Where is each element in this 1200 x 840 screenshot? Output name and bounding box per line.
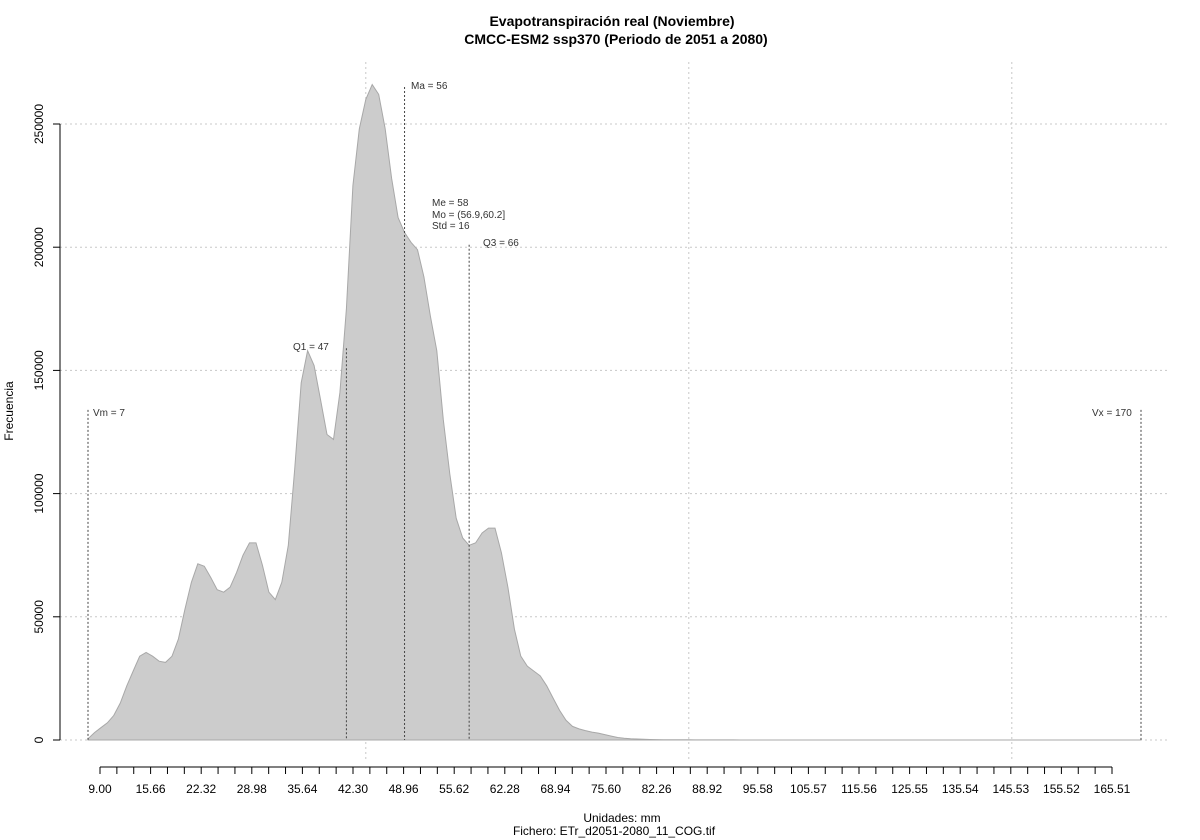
x-axis-label: Unidades: mm xyxy=(583,811,660,825)
y-tick-label: 50000 xyxy=(32,600,46,634)
x-tick-label: 68.94 xyxy=(540,782,570,796)
y-axis-label: Frecuencia xyxy=(2,381,16,441)
x-tick-label: 155.52 xyxy=(1043,782,1080,796)
x-tick-label: 42.30 xyxy=(338,782,368,796)
x-tick-label: 75.60 xyxy=(591,782,621,796)
chart-title: Evapotranspiración real (Noviembre) xyxy=(489,13,734,29)
x-tick-label: 55.62 xyxy=(439,782,469,796)
stat-markers xyxy=(87,87,1142,740)
x-tick-label: 145.53 xyxy=(992,782,1029,796)
x-tick-label: 165.51 xyxy=(1094,782,1131,796)
x-tick-label: 28.98 xyxy=(237,782,267,796)
x-tick-label: 9.00 xyxy=(88,782,112,796)
std-label: Std = 16 xyxy=(432,221,470,232)
x-tick-label: 125.55 xyxy=(891,782,928,796)
x-tick-label: 105.57 xyxy=(790,782,827,796)
y-tick-label: 0 xyxy=(32,736,46,743)
chart-subtitle: CMCC-ESM2 ssp370 (Periodo de 2051 a 2080… xyxy=(464,31,767,47)
ma-label: Ma = 56 xyxy=(411,81,448,92)
x-tick-label: 62.28 xyxy=(490,782,520,796)
x-tick-label: 135.54 xyxy=(942,782,979,796)
axes: 0 50000 100000 150000 200000 250000 9.00 15.66 2… xyxy=(32,104,1131,796)
me-label: Me = 58 xyxy=(432,198,469,209)
vm-label: Vm = 7 xyxy=(93,408,125,419)
y-tick-label: 250000 xyxy=(32,104,46,144)
x-tick-label: 15.66 xyxy=(136,782,166,796)
y-tick-label: 200000 xyxy=(32,227,46,267)
x-tick-label: 48.96 xyxy=(389,782,419,796)
q1-label: Q1 = 47 xyxy=(293,342,329,353)
x-tick-label: 88.92 xyxy=(692,782,722,796)
file-label: Fichero: ETr_d2051-2080_11_COG.tif xyxy=(513,824,716,838)
vx-label: Vx = 170 xyxy=(1092,408,1132,419)
x-tick-label: 35.64 xyxy=(287,782,317,796)
q3-label: Q3 = 66 xyxy=(483,238,519,249)
y-tick-label: 100000 xyxy=(32,473,46,513)
x-tick-label: 95.58 xyxy=(743,782,773,796)
x-tick-label: 82.26 xyxy=(642,782,672,796)
x-tick-label: 22.32 xyxy=(186,782,216,796)
density-area xyxy=(87,83,1141,741)
y-tick-label: 150000 xyxy=(32,350,46,390)
mo-label: Mo = (56.9,60.2] xyxy=(432,210,505,221)
x-tick-label: 115.56 xyxy=(841,782,877,796)
density-fill xyxy=(87,83,1141,741)
